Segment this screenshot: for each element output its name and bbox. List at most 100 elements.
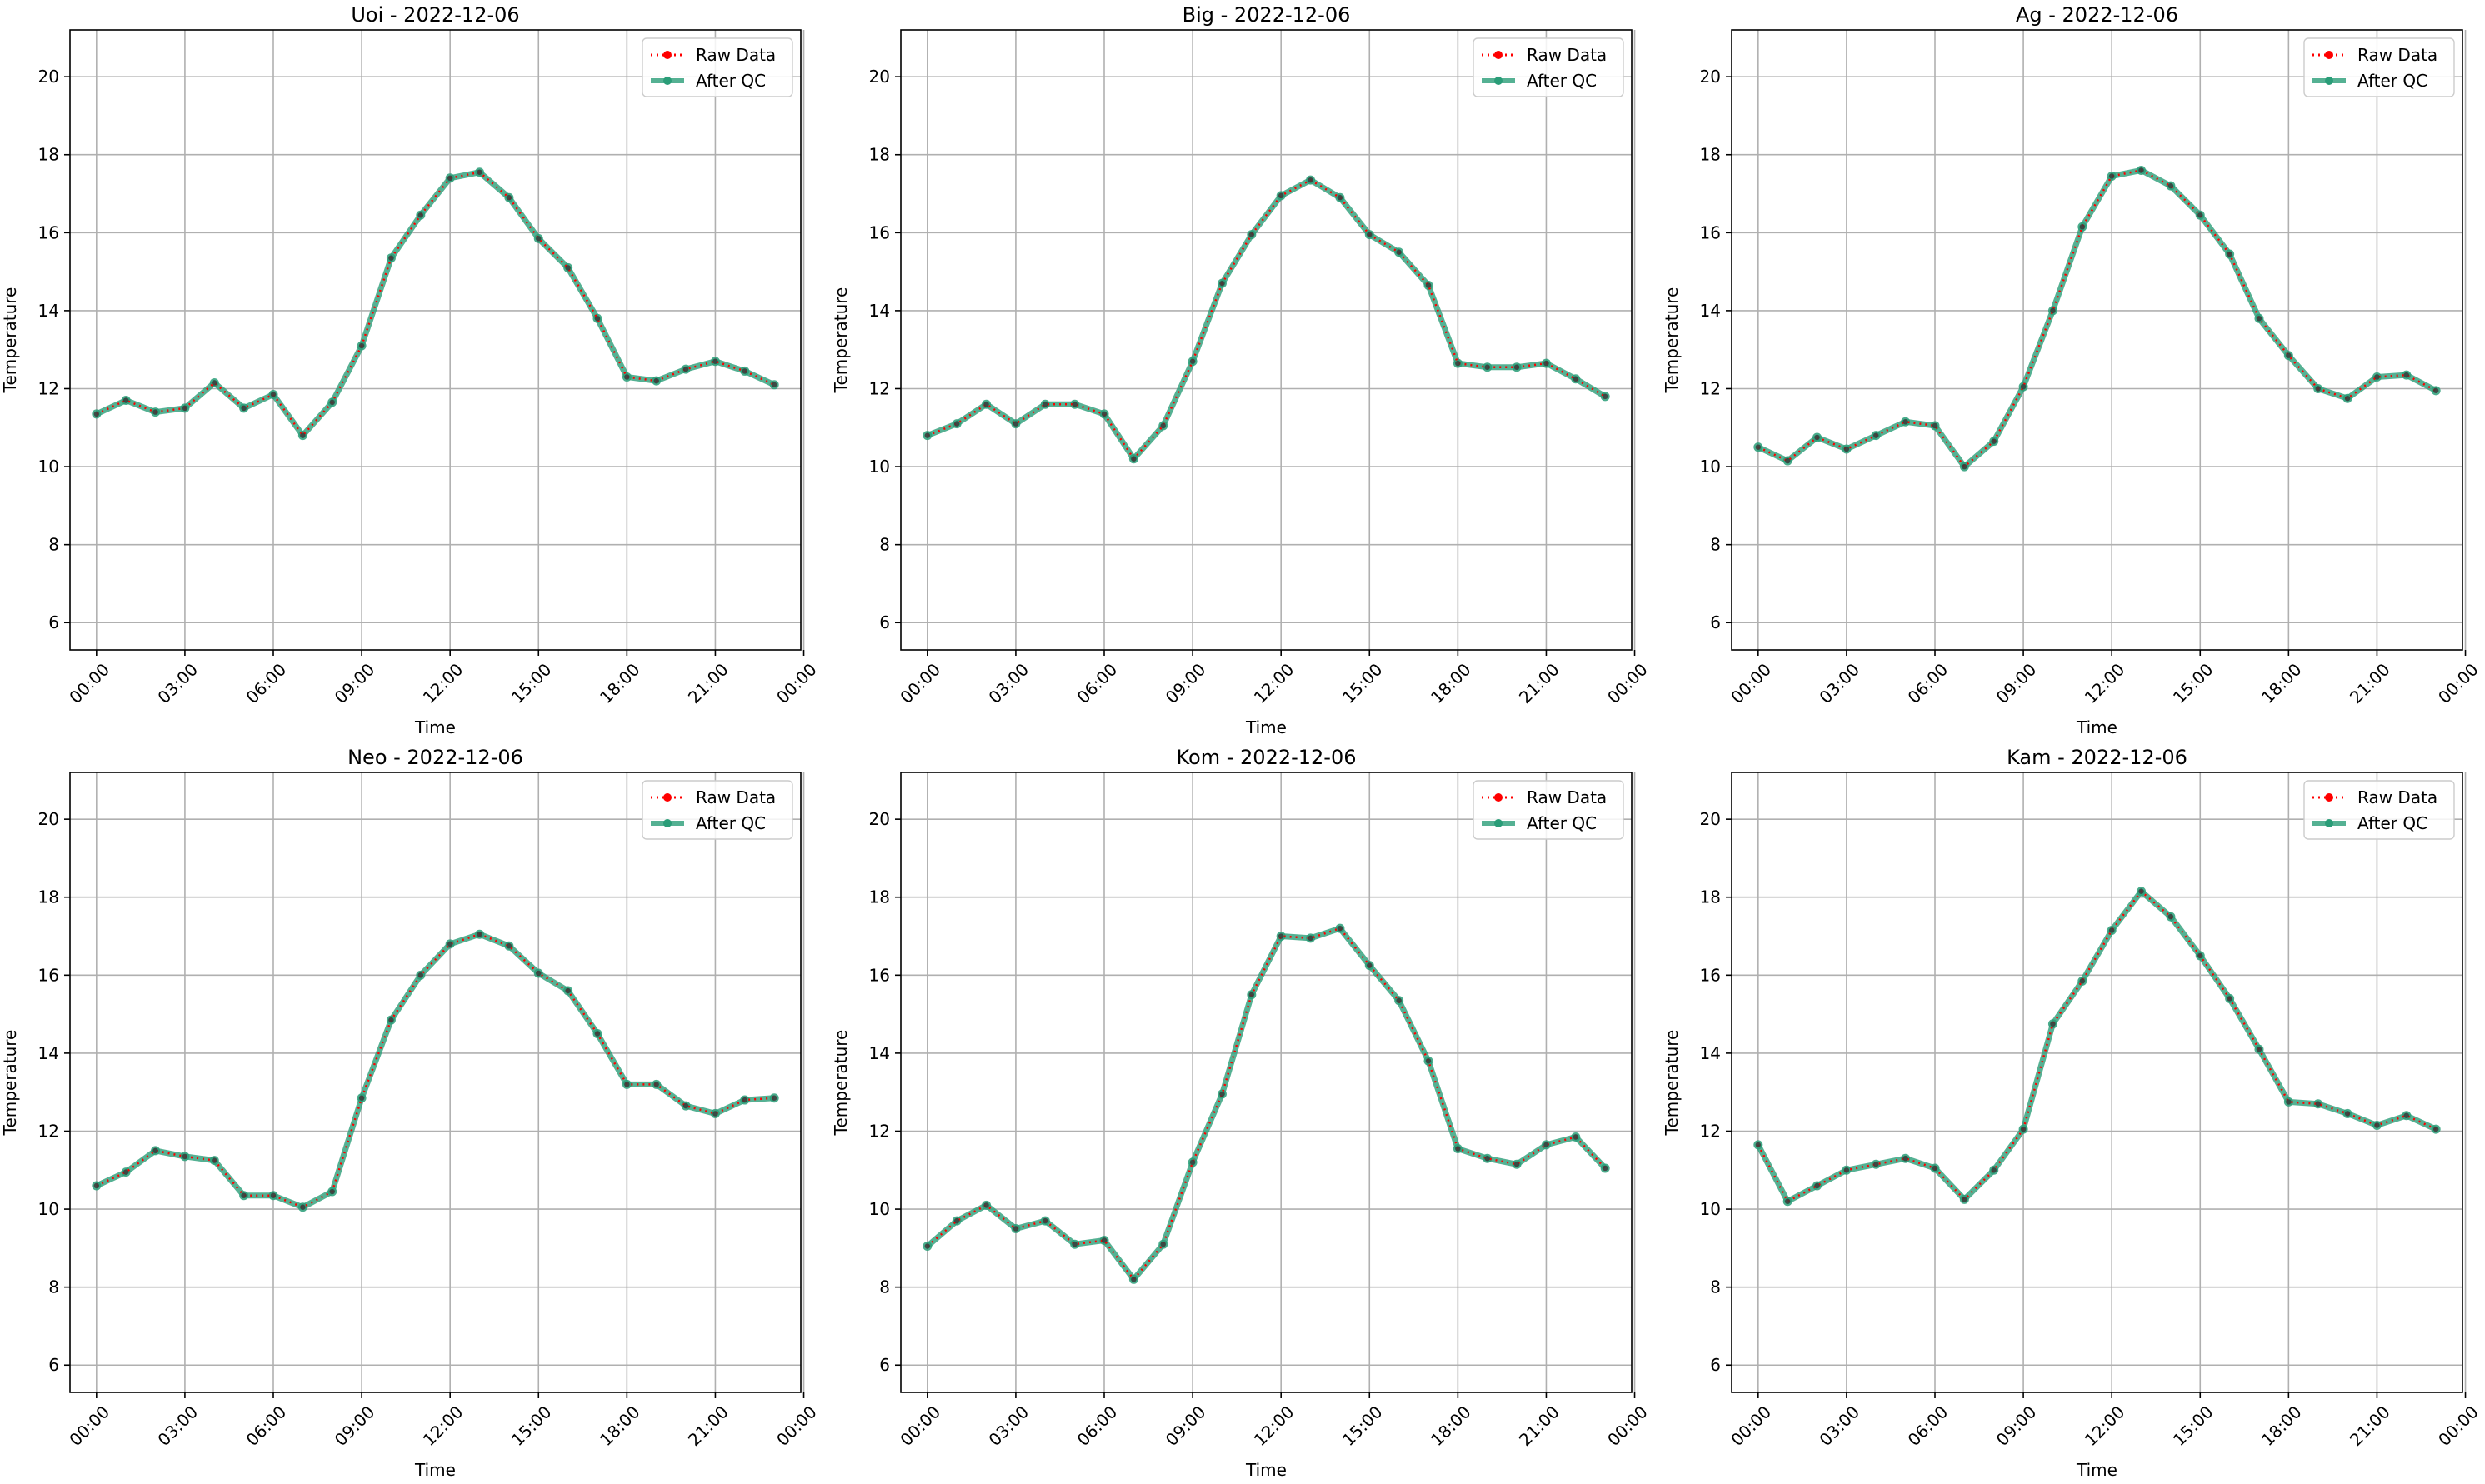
data-point-raw [2432, 387, 2439, 394]
data-point-raw [1131, 1277, 1137, 1282]
x-tick-label: 00:00 [1603, 659, 1652, 707]
y-tick-label: 8 [48, 1277, 59, 1297]
y-tick-label: 14 [869, 1043, 890, 1063]
chart-title: Kam - 2022-12-06 [2007, 746, 2188, 769]
x-tick-label: 00:00 [2434, 1402, 2482, 1450]
y-axis-label: Temperature [831, 1030, 851, 1137]
subplot: 6 8 10 12 14 16 18 20 00:00 03:00 06:00 09:00 12:00 1… [1662, 3, 2482, 737]
data-point-raw [152, 1147, 158, 1154]
data-point-raw [1308, 935, 1313, 942]
series-line-raw [927, 927, 1607, 1282]
data-point-raw [1543, 360, 1549, 367]
data-point-raw [2020, 383, 2027, 390]
data-point-raw [953, 1217, 960, 1224]
x-tick-label: 09:00 [331, 1402, 379, 1450]
legend-label-after-qc: After QC [696, 71, 766, 91]
series-line-raw [1758, 169, 2437, 468]
data-point-raw [2344, 395, 2351, 402]
data-point-raw [712, 358, 718, 364]
subplot: 6 8 10 12 14 16 18 20 00:00 03:00 06:00 09:00 12:00 1… [1662, 746, 2482, 1480]
data-point-raw [1484, 1156, 1490, 1162]
legend-label-raw: Raw Data [1527, 45, 1607, 65]
x-tick-label: 18:00 [596, 1402, 644, 1450]
data-point-raw [2227, 996, 2232, 1002]
data-point-raw [771, 382, 778, 388]
data-point-raw [1602, 1165, 1608, 1172]
axes-frame [1731, 29, 2463, 651]
data-point-raw [241, 1192, 247, 1198]
x-axis-label: Time [1245, 717, 1287, 737]
x-tick-label: 00:00 [1603, 1402, 1652, 1450]
x-tick-label: 00:00 [896, 659, 944, 707]
data-point-raw [1843, 1167, 1850, 1173]
x-tick-label: 00:00 [65, 659, 113, 707]
data-point-raw [742, 1097, 748, 1103]
data-point-raw [270, 1192, 277, 1198]
data-point-raw [358, 342, 365, 349]
data-point-raw [2108, 173, 2115, 179]
chart-title: Kom - 2022-12-06 [1177, 746, 1357, 769]
data-point-raw [1160, 422, 1166, 429]
series-line-after-qc [926, 177, 1607, 462]
data-point-raw [1784, 457, 1791, 464]
data-point-raw [1455, 1146, 1461, 1152]
data-point-raw [506, 195, 512, 201]
data-point-raw [182, 1153, 188, 1160]
legend-marker-raw [2325, 51, 2333, 59]
y-tick-label: 8 [879, 535, 890, 555]
data-point-raw [300, 1204, 306, 1210]
x-tick-label: 21:00 [2346, 659, 2394, 707]
data-point-raw [122, 397, 129, 403]
y-tick-label: 8 [1710, 535, 1721, 555]
data-point-raw [447, 941, 453, 947]
data-point-raw [1189, 1159, 1196, 1166]
y-tick-label: 10 [869, 1199, 890, 1219]
data-point-raw [1991, 1167, 1997, 1173]
data-point-raw [93, 411, 100, 417]
data-point-raw [1072, 1241, 1078, 1247]
legend-marker-raw [663, 51, 672, 59]
axes-frame [69, 29, 802, 651]
chart-title: Ag - 2022-12-06 [2016, 3, 2178, 27]
data-point-raw [212, 380, 218, 386]
data-point-raw [712, 1111, 718, 1117]
data-point-raw [2020, 1126, 2027, 1132]
legend-label-raw: Raw Data [696, 787, 776, 807]
data-point-raw [1602, 393, 1608, 400]
data-point-raw [924, 1243, 931, 1249]
data-point-raw [241, 405, 247, 412]
data-point-raw [2344, 1111, 2351, 1117]
data-point-raw [1572, 376, 1579, 382]
subplot: 6 8 10 12 14 16 18 20 00:00 03:00 06:00 09:00 12:00 1… [0, 746, 821, 1480]
x-axis-label: Time [2076, 1460, 2118, 1480]
y-tick-label: 14 [38, 301, 59, 321]
x-tick-label: 15:00 [2169, 1402, 2218, 1450]
data-point-raw [624, 1082, 630, 1087]
x-tick-label: 21:00 [684, 659, 732, 707]
x-tick-label: 18:00 [596, 659, 644, 707]
series-line-raw [1757, 889, 2437, 1203]
data-point-raw [653, 1082, 659, 1087]
y-tick-label: 10 [38, 1199, 59, 1219]
data-point-raw [1367, 962, 1372, 968]
legend: Raw Data After QC [642, 780, 793, 840]
data-point-raw [300, 432, 306, 438]
y-tick-label: 16 [869, 965, 890, 985]
data-point-raw [1042, 402, 1048, 407]
data-point-raw [2315, 1101, 2321, 1107]
data-point-raw [1455, 360, 1461, 367]
y-tick-label: 6 [1710, 612, 1721, 632]
y-tick-label: 12 [1700, 1121, 1721, 1141]
data-point-raw [2256, 316, 2262, 322]
x-tick-label: 09:00 [331, 659, 379, 707]
x-tick-label: 09:00 [1162, 1402, 1210, 1450]
legend-label-raw: Raw Data [1527, 787, 1607, 807]
data-point-raw [536, 236, 542, 242]
y-tick-label: 18 [869, 145, 890, 165]
data-point-raw [1012, 1226, 1019, 1232]
y-axis-label: Temperature [831, 287, 851, 394]
data-point-raw [1543, 1142, 1549, 1148]
data-point-raw [565, 265, 571, 271]
x-tick-label: 03:00 [153, 1402, 202, 1450]
data-point-raw [983, 1202, 989, 1208]
